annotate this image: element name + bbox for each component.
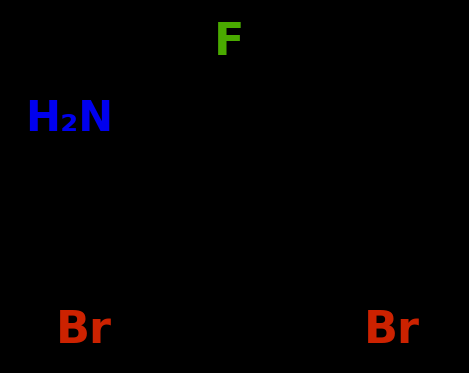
Text: Br: Br <box>363 308 420 352</box>
Text: F: F <box>214 21 244 65</box>
Text: Br: Br <box>55 308 112 352</box>
Text: H₂N: H₂N <box>25 98 113 140</box>
